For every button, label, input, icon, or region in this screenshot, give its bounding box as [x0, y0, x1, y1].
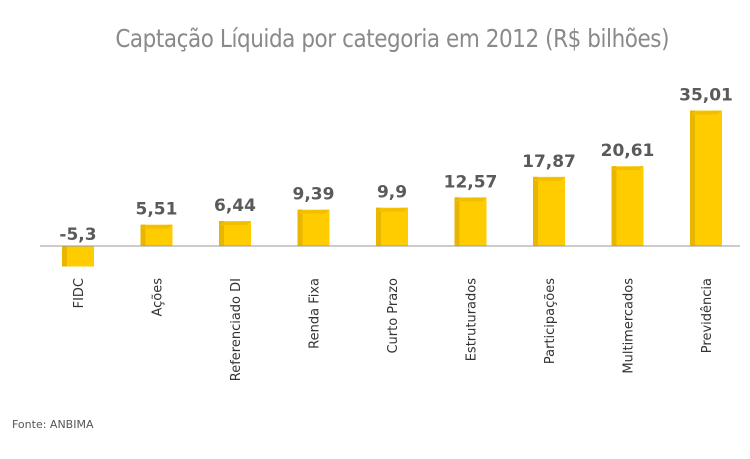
bar-bevel-1	[140, 224, 173, 229]
category-label-7: Multimercados	[622, 278, 637, 374]
category-label-3: Renda Fixa	[308, 278, 323, 349]
value-label-2: 6,44	[214, 196, 256, 216]
value-label-0: -5,3	[59, 225, 96, 245]
category-label-0: FIDC	[72, 278, 87, 308]
bar-shade-0	[62, 246, 67, 267]
bar-shade-8	[690, 110, 695, 247]
source-note: Fonte: ANBIMA	[12, 418, 94, 431]
bar-1	[140, 224, 173, 246]
bar-bevel-5	[454, 197, 487, 202]
value-label-7: 20,61	[601, 141, 655, 161]
bar-7	[611, 166, 644, 246]
bar-shade-1	[140, 224, 146, 246]
bar-5	[454, 197, 487, 246]
bar-shade-3	[297, 209, 303, 246]
value-label-1: 5,51	[136, 200, 178, 220]
bar-shade-5	[454, 197, 460, 246]
bar-bevel-4	[376, 207, 408, 212]
bar-bevel-8	[690, 110, 722, 115]
labels-layer: -5,3 FIDC 5,51 Ações 6,44 Referenciado DI 9,39…	[59, 86, 732, 382]
bar-8	[690, 110, 722, 247]
category-label-6: Participações	[543, 278, 558, 364]
bar-shade-7	[611, 166, 617, 246]
category-label-2: Referenciado DI	[229, 278, 244, 381]
bar-shade-2	[219, 221, 224, 246]
category-label-5: Estruturados	[465, 278, 480, 362]
value-label-3: 9,39	[293, 185, 335, 205]
bar-0	[62, 246, 94, 267]
value-label-4: 9,9	[377, 183, 407, 203]
bar-2	[219, 221, 251, 246]
value-label-8: 35,01	[679, 86, 733, 106]
value-label-6: 17,87	[522, 152, 576, 172]
chart-title: Captação Líquida por categoria em 2012 (…	[115, 24, 670, 53]
category-label-4: Curto Prazo	[386, 278, 401, 354]
bars-layer	[62, 110, 722, 267]
bar-shade-6	[533, 176, 538, 246]
bar-4	[376, 207, 408, 246]
bar-3	[297, 209, 330, 246]
value-label-5: 12,57	[444, 172, 498, 192]
bar-bevel-6	[533, 176, 565, 181]
bar-6	[533, 176, 565, 246]
category-label-1: Ações	[151, 278, 166, 317]
bar-bevel-2	[219, 221, 251, 226]
bar-bevel-7	[611, 166, 644, 171]
bar-shade-4	[376, 207, 381, 246]
category-label-8: Previdência	[700, 278, 715, 353]
bar-bevel-3	[297, 209, 330, 214]
